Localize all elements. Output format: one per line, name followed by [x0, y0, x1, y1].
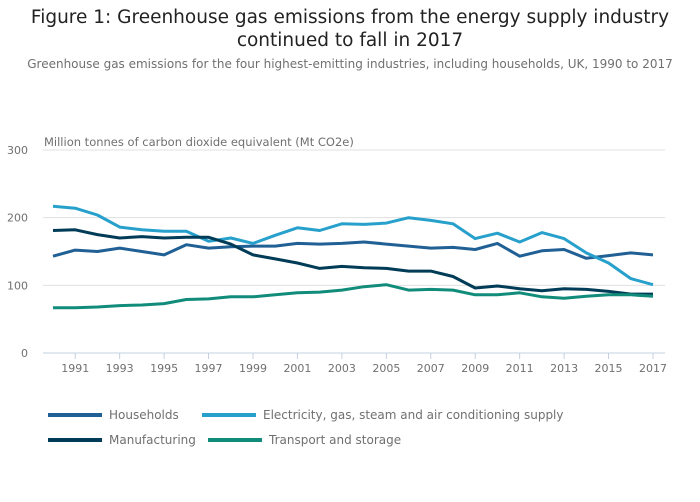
chart-title: Figure 1: Greenhouse gas emissions from …: [30, 7, 670, 51]
x-tick-label: 1991: [61, 362, 89, 375]
series-line-transport-and-storage[interactable]: [53, 283, 654, 310]
legend-swatch: [48, 438, 102, 442]
x-tick-label: 2005: [372, 362, 400, 375]
gridlines: [43, 149, 665, 286]
legend-label: Manufacturing: [109, 433, 196, 447]
chart-subtitle: Greenhouse gas emissions for the four hi…: [27, 57, 673, 71]
x-tick-label: 1997: [195, 362, 223, 375]
x-axis: 1991 1993 1995 1997 1999 2001 2003 2005 2007 2009…: [43, 352, 667, 375]
legend-label: Electricity, gas, steam and air conditio…: [263, 408, 564, 422]
x-tick-label: 2009: [461, 362, 489, 375]
x-tick-label: 2001: [283, 362, 311, 375]
y-axis-title: Million tonnes of carbon dioxide equival…: [44, 135, 354, 149]
y-axis-ticks: 0 100 200 300: [7, 144, 28, 360]
series-lines: [52, 204, 654, 310]
series-line-electricity-gas-steam-and-air-conditioning-supply[interactable]: [52, 204, 654, 287]
y-tick-label: 200: [7, 212, 28, 225]
x-tick-label: 1999: [239, 362, 267, 375]
x-tick-label: 2003: [328, 362, 356, 375]
legend-label: Households: [109, 408, 179, 422]
legend-item[interactable]: Transport and storage: [208, 433, 401, 447]
legend-item[interactable]: Manufacturing: [48, 433, 196, 447]
x-tick-label: 2007: [417, 362, 445, 375]
series-line-manufacturing[interactable]: [52, 228, 653, 296]
x-tick-label: 2011: [506, 362, 534, 375]
legend-swatch: [48, 413, 102, 417]
legend-label: Transport and storage: [269, 433, 402, 447]
x-tick-label: 2015: [595, 362, 623, 375]
legend-item[interactable]: Electricity, gas, steam and air conditio…: [202, 408, 564, 422]
y-tick-label: 300: [7, 144, 28, 157]
x-tick-label: 1995: [150, 362, 178, 375]
y-tick-label: 0: [21, 347, 28, 360]
y-tick-label: 100: [7, 279, 28, 292]
legend-item[interactable]: Households: [48, 408, 179, 422]
series-line-households[interactable]: [52, 240, 654, 260]
x-tick-label: 1993: [106, 362, 134, 375]
x-tick-label: 2013: [550, 362, 578, 375]
line-chart: 0 100 200 300 Million tonnes of carbon diox…: [7, 135, 667, 375]
x-tick-label: 2017: [639, 362, 667, 375]
legend-swatch: [202, 413, 256, 417]
legend-swatch: [208, 438, 262, 442]
